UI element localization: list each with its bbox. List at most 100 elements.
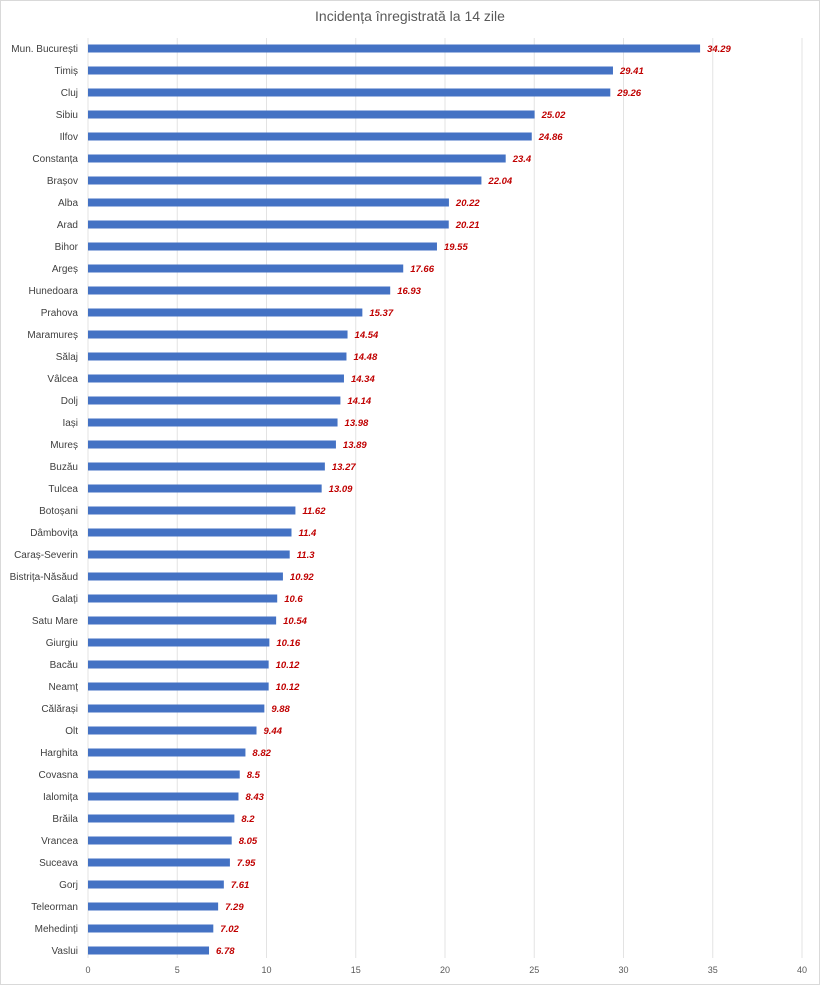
data-label: 25.02 [541, 110, 566, 121]
data-label: 17.66 [410, 264, 434, 275]
data-label: 13.27 [332, 462, 356, 473]
category-label: Ialomița [43, 792, 78, 803]
category-label: Satu Mare [32, 616, 79, 627]
category-label: Iași [62, 418, 78, 429]
bar [88, 814, 235, 823]
bar [88, 748, 246, 757]
data-label: 13.89 [343, 440, 367, 451]
bar [88, 418, 338, 427]
data-label: 11.62 [302, 506, 326, 517]
data-label: 15.37 [369, 308, 393, 319]
bar [88, 792, 239, 801]
category-label: Mehedinți [35, 924, 78, 935]
data-label: 22.04 [487, 176, 512, 187]
category-label: Prahova [41, 308, 79, 319]
x-tick-label: 10 [261, 965, 271, 975]
data-label: 10.12 [276, 660, 300, 671]
bar [88, 616, 277, 625]
bar [88, 858, 230, 867]
category-label: Suceava [39, 858, 78, 869]
data-label: 10.92 [290, 572, 314, 583]
category-label: Maramureș [27, 330, 78, 341]
bar [88, 396, 341, 405]
bar [88, 726, 257, 735]
category-label: Bistrița-Năsăud [10, 572, 78, 583]
category-label: Caraș-Severin [14, 550, 78, 561]
data-label: 9.88 [271, 704, 290, 715]
bar [88, 176, 482, 185]
x-tick-label: 20 [440, 965, 450, 975]
category-label: Buzău [50, 462, 78, 473]
data-label: 8.05 [239, 836, 258, 847]
x-tick-label: 0 [85, 965, 90, 975]
data-label: 10.54 [283, 616, 307, 627]
bar [88, 242, 437, 251]
data-label: 7.95 [237, 858, 256, 869]
category-label: Hunedoara [29, 286, 79, 297]
data-label: 34.29 [707, 44, 731, 55]
category-label: Gorj [59, 880, 78, 891]
bar [88, 550, 290, 559]
category-label: Dolj [61, 396, 78, 407]
category-label: Ilfov [60, 132, 78, 143]
data-label: 7.29 [225, 902, 244, 913]
data-label: 6.78 [216, 946, 235, 957]
bar [88, 330, 348, 339]
bar [88, 44, 701, 53]
bar [88, 594, 278, 603]
data-label: 19.55 [444, 242, 468, 253]
bar [88, 132, 532, 141]
bar [88, 638, 270, 647]
x-tick-label: 40 [797, 965, 807, 975]
x-tick-label: 25 [529, 965, 539, 975]
bar [88, 660, 269, 669]
data-label: 10.6 [284, 594, 303, 605]
data-label: 9.44 [264, 726, 283, 737]
category-label: Sibiu [56, 110, 78, 121]
value-labels: 34.29 29.41 29.26 25.02 24.86 23.422.04 20.22 2… [216, 44, 732, 957]
data-label: 14.48 [353, 352, 377, 363]
data-label: 11.4 [298, 528, 317, 539]
category-label: Vrancea [41, 836, 78, 847]
data-label: 13.09 [329, 484, 353, 495]
category-label: Botoșani [39, 506, 78, 517]
category-label: Teleorman [31, 902, 78, 913]
gridlines [87, 38, 803, 958]
category-label: Timiș [54, 66, 78, 77]
bar [88, 440, 336, 449]
data-label: 7.02 [220, 924, 239, 935]
bar [88, 924, 214, 933]
category-label: Sălaj [56, 352, 78, 363]
category-label: Tulcea [48, 484, 78, 495]
bar [88, 352, 347, 361]
bar [88, 836, 232, 845]
data-label: 13.98 [345, 418, 369, 429]
bar [88, 880, 224, 889]
bar [88, 770, 240, 779]
bar [88, 66, 613, 75]
data-label: 8.43 [245, 792, 264, 803]
data-label: 10.12 [276, 682, 300, 693]
data-label: 8.82 [252, 748, 271, 759]
category-label: Harghita [40, 748, 78, 759]
data-label: 11.3 [297, 550, 316, 561]
category-label: Bihor [55, 242, 79, 253]
data-label: 10.16 [276, 638, 300, 649]
x-tick-label: 30 [618, 965, 628, 975]
bar [88, 704, 265, 713]
category-label: Mureș [50, 440, 78, 451]
data-label: 8.2 [241, 814, 255, 825]
category-label: Vâlcea [47, 374, 78, 385]
data-label: 20.21 [455, 220, 480, 231]
data-label: 29.41 [619, 66, 644, 77]
bar [88, 88, 611, 97]
data-label: 20.22 [455, 198, 480, 209]
bar [88, 462, 325, 471]
category-label: Vaslui [52, 946, 79, 957]
x-tick-label: 15 [351, 965, 361, 975]
category-label: Giurgiu [46, 638, 78, 649]
bar [88, 682, 269, 691]
bar [88, 506, 296, 515]
bar [88, 528, 292, 537]
chart-title: Incidența înregistrată la 14 zile [315, 8, 505, 24]
